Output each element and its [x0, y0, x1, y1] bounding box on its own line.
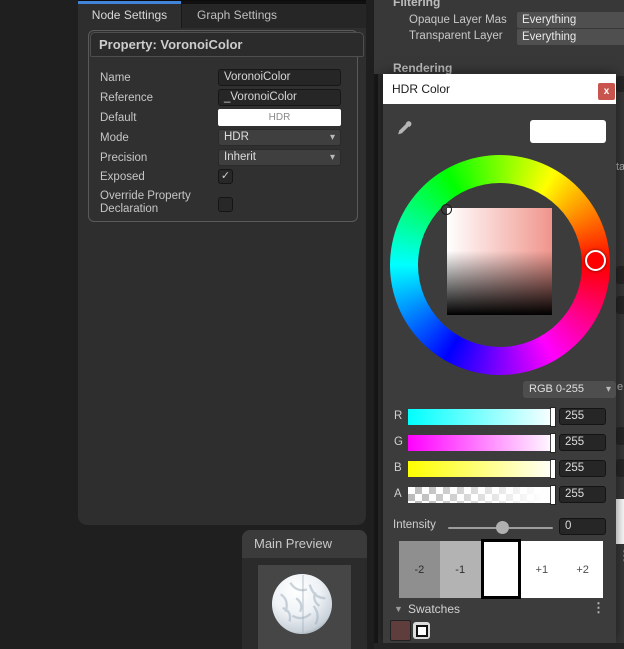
clipped-field: [616, 459, 624, 477]
rendering-header: Rendering: [393, 61, 453, 75]
exposed-checkbox[interactable]: ✓: [218, 169, 233, 184]
dock-divider: [374, 74, 378, 649]
default-color-swatch[interactable]: HDR: [218, 109, 341, 126]
rgb-mode-dropdown[interactable]: RGB 0-255 ▾: [523, 381, 616, 398]
inspector-tabbar: Node Settings Graph Settings: [78, 0, 366, 28]
clipped-field: [616, 266, 624, 284]
mode-dropdown[interactable]: HDR ▾: [218, 129, 341, 146]
saturation-value-cursor[interactable]: [441, 204, 452, 215]
window-bottom-gap: [374, 643, 624, 649]
slider-track-a[interactable]: [408, 486, 555, 504]
clipped-white-field: [616, 499, 624, 544]
exposure-minus1-cell[interactable]: -1: [439, 541, 481, 598]
precision-dropdown[interactable]: Inherit ▾: [218, 149, 341, 166]
slider-track-g[interactable]: [408, 434, 555, 452]
slider-handle[interactable]: [551, 408, 555, 426]
slider-value-a[interactable]: 255: [559, 486, 606, 503]
slider-value-r[interactable]: 255: [559, 408, 606, 425]
swatches-label: Swatches: [408, 602, 461, 616]
opaque-layer-mask-label: Opaque Layer Mas: [409, 14, 507, 26]
chevron-down-icon: ▾: [329, 152, 335, 163]
intensity-slider-handle[interactable]: [496, 521, 509, 534]
hdr-color-window: HDR Color x RGB 0-255 ▾ R 255 G 255 B: [383, 74, 616, 643]
hdr-window-titlebar: [383, 74, 616, 104]
preview-sphere: [271, 573, 333, 635]
swatches-foldout-icon[interactable]: ▼: [394, 604, 403, 614]
clipped-field: [616, 76, 624, 92]
clipped-kebab-icon: ⋮: [618, 548, 624, 564]
chevron-down-icon: ▾: [605, 384, 611, 395]
slider-track-r[interactable]: [408, 408, 555, 426]
reference-label: Reference: [100, 92, 154, 104]
slider-value-b[interactable]: 255: [559, 460, 606, 477]
hue-cursor[interactable]: [585, 250, 606, 271]
slider-handle[interactable]: [551, 434, 555, 452]
slider-label-a: A: [394, 488, 402, 500]
precision-value: Inherit: [224, 151, 256, 163]
exposure-plus2-cell[interactable]: +2: [562, 541, 604, 598]
slider-value-g[interactable]: 255: [559, 434, 606, 451]
exposure-plus1-cell[interactable]: +1: [521, 541, 563, 598]
saturation-value-square[interactable]: [447, 208, 552, 315]
name-label: Name: [100, 72, 131, 84]
main-preview-title: Main Preview: [242, 530, 367, 558]
reference-input[interactable]: _VoronoiColor: [218, 89, 341, 106]
slider-label-g: G: [394, 436, 403, 448]
name-input[interactable]: VoronoiColor: [218, 69, 341, 86]
chevron-down-icon: ▾: [329, 132, 335, 143]
exposure-minus2-cell[interactable]: -2: [399, 541, 440, 598]
swatch-chip-white[interactable]: [413, 622, 430, 639]
exposed-label: Exposed: [100, 171, 145, 183]
slider-track-b[interactable]: [408, 460, 555, 478]
clipped-text-fragment: e: [617, 381, 624, 393]
intensity-value[interactable]: 0: [559, 518, 606, 535]
swatch-chip-white-inner: [415, 624, 428, 637]
hdr-window-title: HDR Color: [392, 82, 451, 96]
slider-label-r: R: [394, 410, 403, 422]
precision-label: Precision: [100, 152, 148, 164]
close-button[interactable]: x: [598, 83, 615, 100]
exposure-preview-strip: -2 -1 +1 +2: [399, 539, 604, 599]
kebab-menu-icon[interactable]: ⋮: [592, 600, 605, 615]
tab-node-settings[interactable]: Node Settings: [78, 1, 181, 28]
swatch-chip-maroon[interactable]: [390, 620, 411, 641]
dock-divider: [378, 74, 383, 649]
intensity-label: Intensity: [393, 519, 436, 531]
clipped-field: [616, 427, 624, 445]
transparent-layer-mask-dropdown[interactable]: Everything: [517, 29, 624, 45]
opaque-layer-mask-dropdown[interactable]: Everything: [517, 12, 624, 28]
slider-handle[interactable]: [551, 486, 555, 504]
clipped-text-fragment: ta: [616, 161, 624, 173]
clipped-field: [616, 296, 624, 314]
override-label: Override Property Declaration: [100, 190, 191, 215]
override-checkbox[interactable]: [218, 197, 233, 212]
property-title: Property: VoronoiColor: [90, 32, 364, 57]
property-groupbox: [88, 30, 358, 222]
default-label: Default: [100, 112, 137, 124]
exposure-current-cell[interactable]: [480, 539, 522, 599]
filtering-header: Filtering: [393, 0, 441, 9]
mode-value: HDR: [224, 131, 249, 143]
rgb-mode-value: RGB 0-255: [529, 383, 585, 395]
transparent-layer-mask-label: Transparent Layer: [409, 30, 503, 42]
tab-graph-settings[interactable]: Graph Settings: [181, 1, 366, 28]
eyedropper-icon[interactable]: [395, 118, 414, 137]
current-color-swatch[interactable]: [530, 120, 606, 143]
slider-handle[interactable]: [551, 460, 555, 478]
mode-label: Mode: [100, 132, 129, 144]
slider-label-b: B: [394, 462, 402, 474]
